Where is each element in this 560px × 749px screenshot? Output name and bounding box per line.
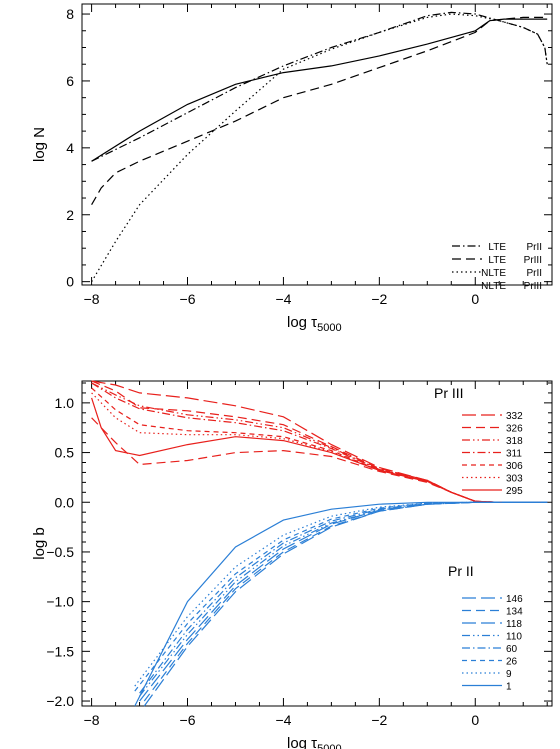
top-y-tick-label: 8 [66,6,74,22]
top-legend-ion: PrII [526,268,542,279]
bottom-group1-series-line-8 [91,417,548,503]
top-x-tick-label: −2 [371,291,387,307]
top-x-tick-label: −6 [180,291,196,307]
bottom-legend-label: 134 [506,607,523,618]
bottom-group1-series-line-7 [91,397,548,503]
bottom-y-tick-label: 1.0 [55,395,75,411]
top-x-tick-label: 0 [471,291,479,307]
bottom-y-tick-label: −0.5 [46,544,74,560]
top-legend-label: NLTE [481,281,506,292]
bottom-legend-label: 60 [506,644,518,655]
bottom-legend-label: 26 [506,657,518,668]
bottom-y-axis-label: log b [31,527,48,560]
top-legend-label: LTE [488,242,506,253]
top-series-line-4 [91,18,548,162]
bottom-group1-series-line-3 [91,382,548,503]
top-y-axis-label: log N [31,127,48,162]
bottom-group2-series-line-3 [139,501,548,702]
bottom-group2-series-line-2 [143,501,548,702]
bottom-y-tick-label: 0.0 [55,494,75,510]
bottom-x-tick-label: −4 [275,712,291,728]
top-series-line-1 [91,11,548,162]
bottom-group2-series-line-4 [139,501,548,697]
top-legend-label: NLTE [481,268,506,279]
top-legend-ion: PrII [526,242,542,253]
bottom-y-tick-label: −1.5 [46,643,74,659]
top-series-line-3 [91,13,548,283]
bottom-legend-label: 306 [506,461,523,472]
top-plot-frame [81,3,553,286]
bottom-legend-label: 318 [506,436,523,447]
bottom-plot-frame [81,380,553,707]
top-series-line-2 [91,16,548,205]
top-x-axis-label: log τ5000 [287,314,342,334]
bottom-group-title: Pr III [434,385,464,401]
top-x-tick-label: −4 [275,291,291,307]
bottom-group2-series-line-6 [134,501,548,692]
top-y-tick-label: 2 [66,207,74,223]
bottom-legend-label: 303 [506,474,523,485]
bottom-legend-label: 1 [506,682,512,693]
bottom-legend-label: 146 [506,594,523,605]
bottom-legend-label: 332 [506,411,523,422]
bottom-x-tick-label: −2 [371,712,387,728]
top-legend-ion: PrIII [524,255,542,266]
top-y-tick-label: 0 [66,274,74,290]
bottom-y-tick-label: −1.0 [46,594,74,610]
top-legend-label: LTE [488,255,506,266]
bottom-x-tick-label: −8 [84,712,100,728]
bottom-group1-series-line-4 [91,382,548,503]
bottom-group1-series-line-5 [91,387,548,503]
bottom-x-tick-label: −6 [180,712,196,728]
bottom-legend-label: 295 [506,486,523,497]
bottom-x-tick-label: 0 [471,712,479,728]
bottom-group1-series-line-2 [91,380,548,503]
bottom-legend-label: 326 [506,424,523,435]
top-chart-panel: −8 −6 −4 −2 0 0 2 4 6 8 log τ5000 log N LTE PrII LTE Pr… [31,3,553,334]
bottom-legend-label: 118 [506,619,522,630]
bottom-chart-panel: −8 −6 −4 −2 0 −2.0 −1.5 −1.0 −0.5 0.0 0.5 1.0 log τ5… [31,380,553,749]
bottom-group2-series-line-8 [134,501,548,707]
bottom-group-title: Pr II [448,563,474,579]
top-legend-ion: PrIII [524,281,542,292]
top-y-tick-label: 4 [66,140,74,156]
bottom-group2-series-line-7 [134,501,548,687]
top-y-tick-label: 6 [66,73,74,89]
bottom-group2-series-line-1 [143,501,548,707]
bottom-y-tick-label: −2.0 [46,693,74,709]
bottom-legend-label: 311 [506,449,522,460]
bottom-y-tick-label: 0.5 [55,445,75,461]
bottom-legend-label: 9 [506,669,512,680]
bottom-x-axis-label: log τ5000 [287,735,342,749]
top-x-tick-label: −8 [84,291,100,307]
bottom-legend-label: 110 [506,632,522,643]
